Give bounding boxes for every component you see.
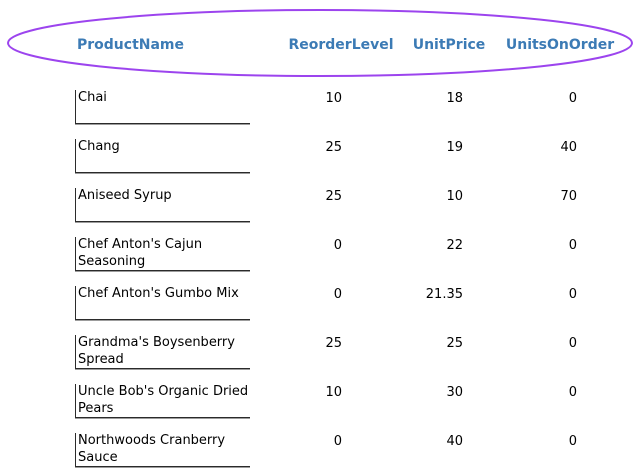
units-on-order-cell: 0 [568,287,577,302]
reorder-level-cell: 25 [325,336,342,351]
column-header-productname: ProductName [77,37,185,53]
product-name-cell: Chai [75,90,250,124]
table-row: Aniseed Syrup 25 10 70 [75,188,601,222]
units-on-order-cell: 70 [560,189,577,204]
product-name-cell: Aniseed Syrup [75,188,250,222]
table-row: Chef Anton's Cajun Seasoning 0 22 0 [75,237,601,271]
unit-price-cell: 21.35 [425,287,463,302]
product-name-cell: Uncle Bob's Organic Dried Pears [75,384,250,418]
product-name-cell: Chang [75,139,250,173]
column-header-unitprice: UnitPrice [412,37,486,53]
product-name-cell: Chef Anton's Cajun Seasoning [75,237,250,271]
units-on-order-cell: 0 [568,434,577,449]
reorder-level-cell: 0 [333,434,342,449]
units-on-order-cell: 0 [568,385,577,400]
reorder-level-cell: 25 [325,189,342,204]
product-name-cell: Chef Anton's Gumbo Mix [75,286,250,320]
table-row: Uncle Bob's Organic Dried Pears 10 30 0 [75,384,601,418]
table-row: Chef Anton's Gumbo Mix 0 21.35 0 [75,286,601,320]
unit-price-cell: 30 [446,385,463,400]
unit-price-cell: 40 [446,434,463,449]
table-row: Chai 10 18 0 [75,90,601,124]
unit-price-cell: 19 [446,140,463,155]
column-header-unitsonorder: UnitsOnOrder [505,37,615,53]
reorder-level-cell: 10 [325,91,342,106]
reorder-level-cell: 0 [333,238,342,253]
reorder-level-cell: 10 [325,385,342,400]
table-row: Grandma's Boysenberry Spread 25 25 0 [75,335,601,369]
table-header-row: ProductName ReorderLevel UnitPrice Units… [0,0,638,90]
table-body: Chai 10 18 0 Chang 25 19 40 Aniseed Syru… [75,90,601,470]
column-header-reorderlevel: ReorderLevel [288,37,394,53]
product-name-cell: Grandma's Boysenberry Spread [75,335,250,369]
unit-price-cell: 25 [446,336,463,351]
product-name-cell: Northwoods Cranberry Sauce [75,433,250,467]
unit-price-cell: 18 [446,91,463,106]
units-on-order-cell: 0 [568,336,577,351]
table-row: Chang 25 19 40 [75,139,601,173]
unit-price-cell: 22 [446,238,463,253]
reorder-level-cell: 0 [333,287,342,302]
units-on-order-cell: 0 [568,238,577,253]
table-row: Northwoods Cranberry Sauce 0 40 0 [75,433,601,467]
reorder-level-cell: 25 [325,140,342,155]
unit-price-cell: 10 [446,189,463,204]
units-on-order-cell: 0 [568,91,577,106]
units-on-order-cell: 40 [560,140,577,155]
